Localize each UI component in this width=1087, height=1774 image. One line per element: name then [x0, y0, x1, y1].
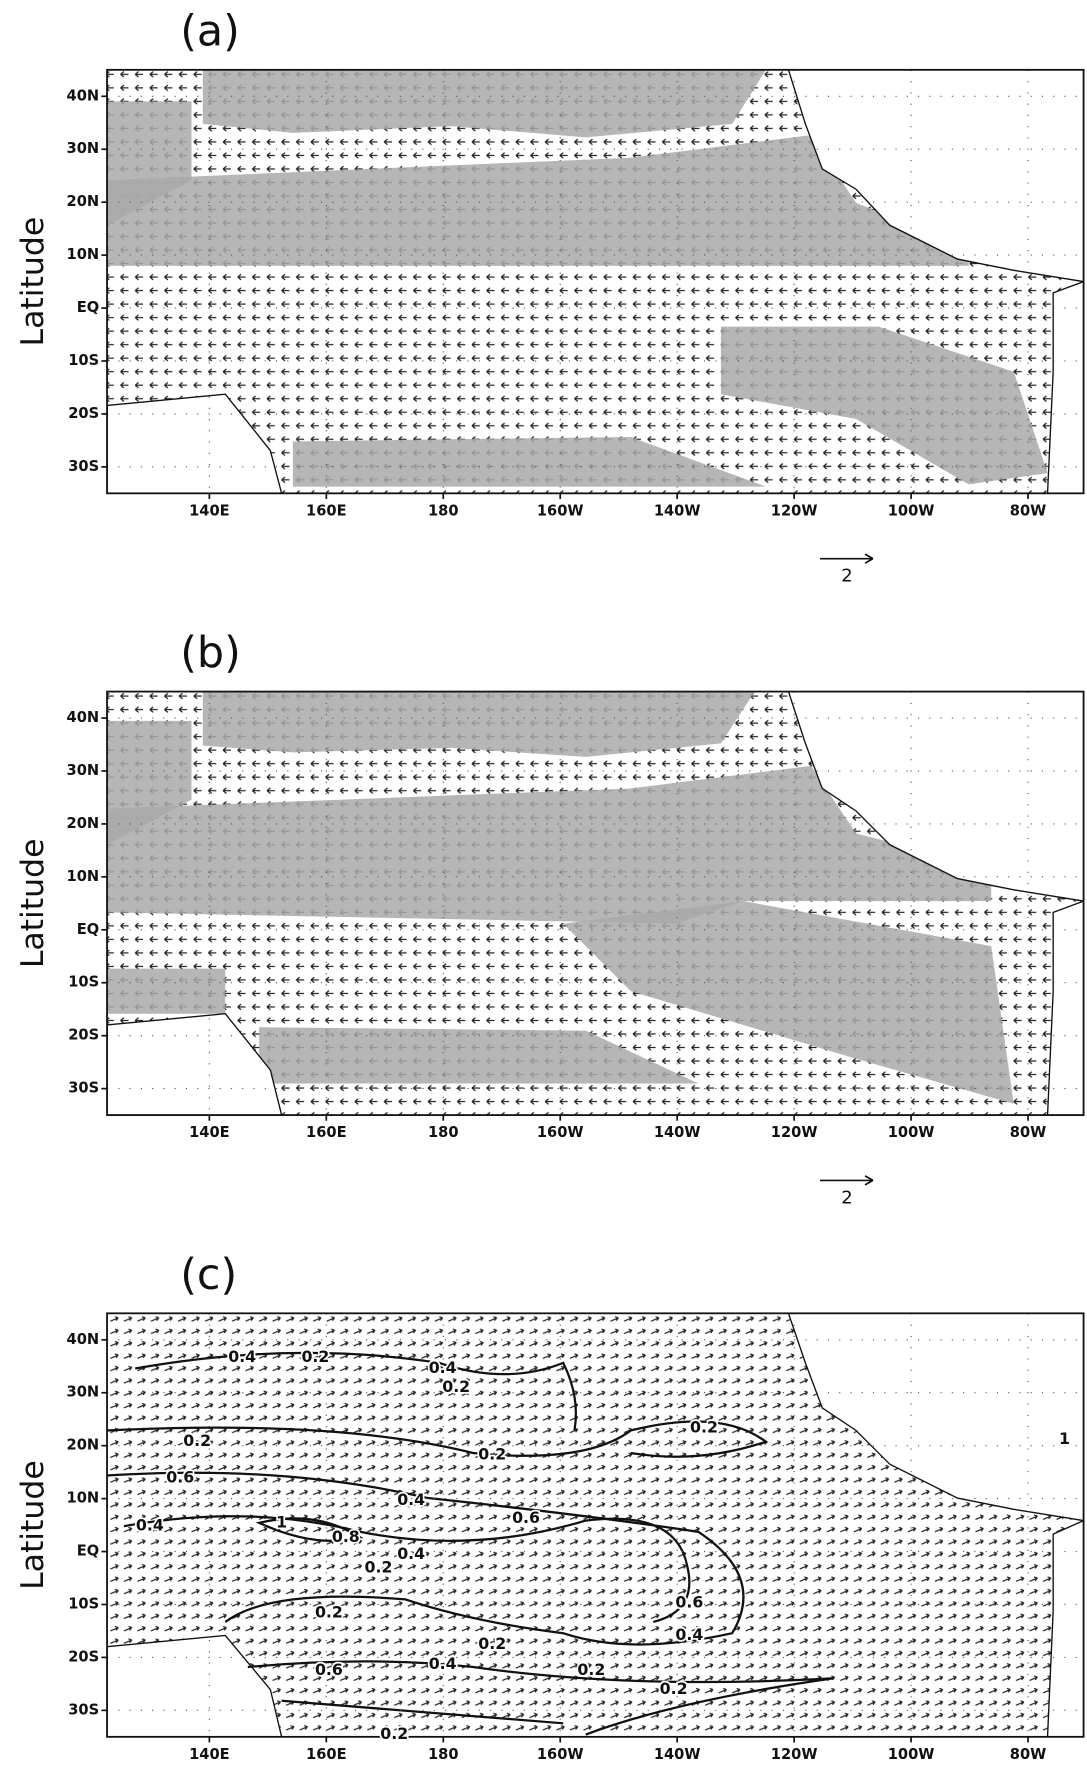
x-tick-label: 80W — [1010, 502, 1046, 519]
contour-label: 0.2 — [380, 1724, 408, 1743]
y-tick-label: 10S — [68, 974, 99, 991]
x-tick-label: 140W — [654, 1746, 701, 1763]
y-tick-label: 30S — [68, 1701, 99, 1718]
y-tick-label: 20S — [68, 1648, 99, 1665]
x-tick-label: 160E — [306, 1746, 347, 1763]
contour-label: 0.4 — [136, 1516, 164, 1535]
x-tick-label: 160E — [306, 502, 347, 519]
y-tick-label: 10N — [67, 246, 100, 263]
map-c — [107, 1313, 1084, 1737]
y-tick-label: 20N — [67, 815, 100, 832]
map-a — [107, 69, 1084, 494]
contour-label: 0.4 — [397, 1544, 425, 1563]
x-tick-label: 180 — [428, 502, 459, 519]
contour-label: 0.6 — [166, 1467, 194, 1486]
y-tick-label: 10N — [67, 868, 100, 885]
y-tick-label: 10N — [67, 1490, 100, 1507]
contour-label: 0.2 — [442, 1377, 470, 1396]
y-tick-label: 30S — [68, 1080, 99, 1097]
contour-label: 0.2 — [690, 1418, 718, 1437]
y-axis-label: Latitude — [15, 217, 51, 347]
x-tick-label: 80W — [1010, 1124, 1046, 1141]
x-tick-label: 120W — [771, 1746, 818, 1763]
contour-label: 0.6 — [512, 1508, 540, 1527]
x-tick-label: 180 — [428, 1746, 459, 1763]
contour-label: 1 — [1059, 1429, 1070, 1448]
x-tick-label: 100W — [888, 502, 935, 519]
contour-label: 0.4 — [228, 1347, 256, 1366]
x-tick-label: 140E — [189, 502, 230, 519]
x-tick-label: 140W — [654, 502, 701, 519]
y-axis-label: Latitude — [15, 1460, 51, 1590]
y-tick-label: 20N — [67, 193, 100, 210]
contour-label: 0.4 — [429, 1358, 457, 1377]
y-tick-label: 30S — [68, 458, 99, 475]
y-tick-label: 10S — [68, 1595, 99, 1612]
x-tick-label: 160W — [537, 1124, 584, 1141]
panel-label: (a) — [180, 6, 240, 56]
reference-label: 2 — [841, 566, 852, 587]
y-axis-label: Latitude — [15, 838, 51, 968]
y-tick-label: EQ — [77, 1543, 99, 1560]
contour-label: 0.2 — [577, 1660, 605, 1679]
map-b — [107, 691, 1084, 1116]
x-tick-label: 180 — [428, 1124, 459, 1141]
x-tick-label: 160W — [537, 1746, 584, 1763]
plot-frame — [106, 690, 1085, 1116]
contour-label: 0.4 — [675, 1625, 703, 1644]
y-tick-label: 10S — [68, 352, 99, 369]
y-tick-label: 30N — [67, 140, 100, 157]
y-tick-label: 20N — [67, 1437, 100, 1454]
y-tick-label: 30N — [67, 762, 100, 779]
panel-label: (c) — [180, 1250, 237, 1300]
axes: (a) Latitude 40N 30N 20N 10N EQ 10S 20S 30S 140E 16… — [15, 6, 1085, 1763]
panel-label: (b) — [180, 628, 241, 678]
x-tick-label: 100W — [888, 1124, 935, 1141]
y-tick-label: 40N — [67, 87, 100, 104]
x-tick-label: 140E — [189, 1746, 230, 1763]
y-tick-label: EQ — [77, 921, 99, 938]
contour-label: 0.2 — [478, 1445, 506, 1464]
reference-label: 2 — [841, 1187, 852, 1208]
x-tick-label: 160W — [537, 502, 584, 519]
contour-label: 0.2 — [478, 1634, 506, 1653]
x-tick-label: 140W — [654, 1124, 701, 1141]
contour-label: 0.2 — [365, 1557, 393, 1576]
x-tick-label: 120W — [771, 1124, 818, 1141]
y-tick-label: 20S — [68, 1027, 99, 1044]
x-tick-label: 80W — [1010, 1746, 1046, 1763]
contour-label: 0.4 — [397, 1490, 425, 1509]
reference-arrow — [820, 1175, 874, 1186]
plot-frame — [106, 68, 1085, 495]
reference-arrow — [820, 553, 874, 564]
y-tick-label: 40N — [67, 1331, 100, 1348]
contour-label: 0.4 — [429, 1654, 457, 1673]
y-tick-label: EQ — [77, 299, 99, 316]
contour-label: 1 — [276, 1512, 287, 1531]
contour-label: 0.2 — [660, 1679, 688, 1698]
x-tick-label: 100W — [888, 1746, 935, 1763]
contour-label: 0.6 — [315, 1660, 343, 1679]
contour-label: 0.2 — [183, 1431, 211, 1450]
y-tick-label: 40N — [67, 709, 100, 726]
x-tick-label: 140E — [189, 1124, 230, 1141]
plot-frame — [106, 1312, 1085, 1738]
x-tick-label: 160E — [306, 1124, 347, 1141]
x-tick-label: 120W — [771, 502, 818, 519]
contour-label: 0.6 — [675, 1592, 703, 1611]
contour-label: 0.8 — [332, 1527, 360, 1546]
y-tick-label: 30N — [67, 1384, 100, 1401]
contour-label: 0.2 — [315, 1602, 343, 1621]
y-tick-label: 20S — [68, 405, 99, 422]
contour-label: 0.2 — [301, 1347, 329, 1366]
